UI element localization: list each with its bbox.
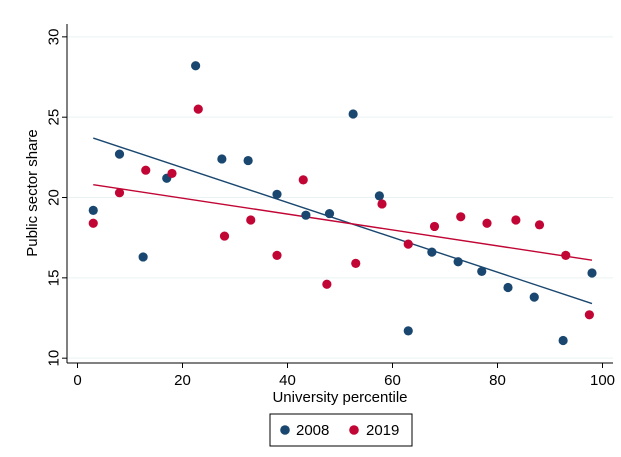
y-tick-label: 25 <box>46 109 63 126</box>
x-tick-label: 60 <box>384 372 401 389</box>
point-2008 <box>88 205 98 215</box>
fit-line-2008 <box>93 137 593 305</box>
point-2019 <box>351 258 361 268</box>
x-tick-label: 80 <box>489 372 506 389</box>
legend-marker-2008 <box>280 425 290 435</box>
point-2008 <box>427 247 437 257</box>
point-2019 <box>114 188 125 198</box>
point-2019 <box>141 165 151 175</box>
point-2008 <box>587 268 597 278</box>
point-2019 <box>298 175 308 185</box>
point-2019 <box>511 215 521 225</box>
point-2008 <box>272 189 282 199</box>
point-2008 <box>348 109 358 119</box>
point-2019 <box>167 168 177 179</box>
point-2019 <box>88 218 98 228</box>
legend-marker-2019 <box>349 425 359 435</box>
legend-label-2008: 2008 <box>296 422 329 439</box>
legend-label-2019: 2019 <box>366 422 399 439</box>
data-points <box>88 61 597 346</box>
point-2008 <box>558 335 568 346</box>
point-2008 <box>403 326 413 336</box>
axis-ticks: 10 15 20 25 30 0 20 40 60 80 100 <box>46 29 616 389</box>
point-2008 <box>503 282 513 293</box>
point-2019 <box>482 218 492 228</box>
point-2008 <box>453 257 463 267</box>
point-2019 <box>561 250 571 260</box>
point-2008 <box>324 208 335 219</box>
point-2019 <box>584 310 594 320</box>
point-2019 <box>456 212 466 222</box>
y-tick-label: 15 <box>46 270 63 287</box>
y-tick-label: 30 <box>46 29 63 46</box>
grid-lines <box>67 36 613 359</box>
point-2008 <box>374 191 384 201</box>
y-tick-label: 20 <box>46 189 63 206</box>
y-axis-title: Public sector share <box>24 129 41 257</box>
point-2008 <box>529 292 539 302</box>
point-2019 <box>403 239 413 249</box>
point-2008 <box>138 252 148 262</box>
point-2019 <box>429 221 440 232</box>
plot-area <box>67 24 613 363</box>
point-2019 <box>272 250 282 260</box>
x-tick-label: 100 <box>590 372 615 389</box>
x-tick-label: 20 <box>174 372 191 389</box>
x-axis-title: University percentile <box>272 389 407 406</box>
y-tick-label: 10 <box>46 350 63 367</box>
point-2019 <box>219 231 230 241</box>
point-2019 <box>246 215 256 225</box>
x-tick-label: 0 <box>73 372 81 389</box>
point-2019 <box>534 220 545 230</box>
point-2008 <box>243 155 253 166</box>
x-tick-label: 40 <box>279 372 296 389</box>
point-2008 <box>191 61 201 71</box>
fit-lines <box>93 137 593 305</box>
point-2019 <box>193 104 203 114</box>
point-2008 <box>301 210 311 220</box>
fit-line-2019 <box>93 183 593 261</box>
point-2008 <box>477 266 487 277</box>
legend-box <box>269 413 413 447</box>
legend: 2008 2019 <box>269 413 413 447</box>
point-2019 <box>322 279 332 289</box>
point-2019 <box>377 199 387 209</box>
point-2008 <box>114 149 125 159</box>
point-2008 <box>217 154 227 164</box>
